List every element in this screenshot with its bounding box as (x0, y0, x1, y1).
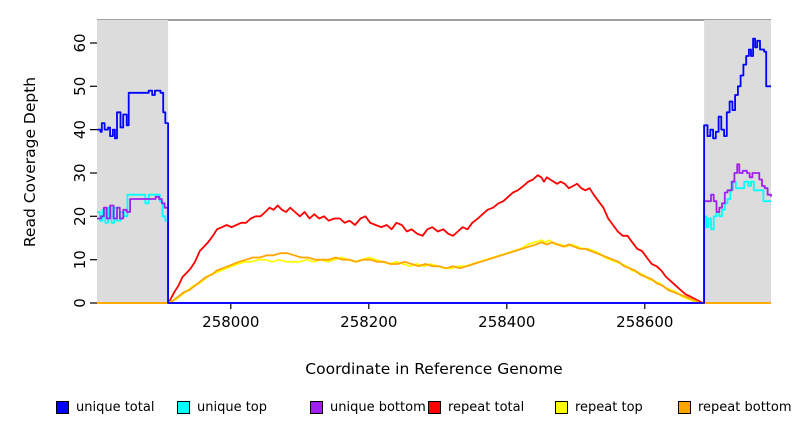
y-axis-label: Read Coverage Depth (21, 76, 39, 248)
legend-item-unique-bottom: unique bottom (310, 400, 426, 415)
x-tick-label: 258400 (478, 313, 535, 331)
legend-label: repeat total (448, 400, 525, 415)
legend-label: unique bottom (330, 400, 426, 415)
legend-label: unique top (197, 400, 268, 415)
legend-swatch (428, 401, 441, 414)
y-tick-label: 10 (71, 250, 89, 269)
x-axis-label: Coordinate in Reference Genome (305, 360, 563, 378)
series-repeat-bottom (97, 241, 771, 304)
series-unique-total (97, 37, 771, 304)
legend-swatch (310, 401, 323, 414)
legend-item-unique-total: unique total (56, 400, 154, 415)
series-unique-top (97, 180, 771, 304)
legend-swatch (177, 401, 190, 414)
series-unique-bottom (97, 163, 772, 304)
legend-swatch (56, 401, 69, 414)
y-tick-label: 30 (71, 163, 89, 182)
y-tick-label: 40 (71, 120, 89, 139)
legend-item-repeat-top: repeat top (555, 400, 643, 415)
x-tick-label: 258000 (202, 313, 259, 331)
y-tick-label: 20 (71, 207, 89, 226)
x-tick-label: 258600 (616, 313, 673, 331)
y-tick-label: 0 (71, 298, 89, 308)
legend-swatch (555, 401, 568, 414)
series-repeat-top (97, 239, 771, 304)
legend-item-repeat-bottom: repeat bottom (678, 400, 792, 415)
legend-label: repeat top (575, 400, 643, 415)
shaded-region (97, 20, 169, 303)
legend-swatch (678, 401, 691, 414)
legend-label: repeat bottom (698, 400, 792, 415)
series-repeat-total (97, 174, 771, 304)
legend-label: unique total (76, 400, 155, 415)
y-tick-label: 50 (71, 77, 89, 96)
y-tick-label: 60 (71, 33, 89, 52)
x-tick-label: 258200 (340, 313, 397, 331)
legend-item-unique-top: unique top (177, 400, 267, 415)
shaded-region (704, 20, 771, 303)
legend-item-repeat-total: repeat total (428, 400, 524, 415)
